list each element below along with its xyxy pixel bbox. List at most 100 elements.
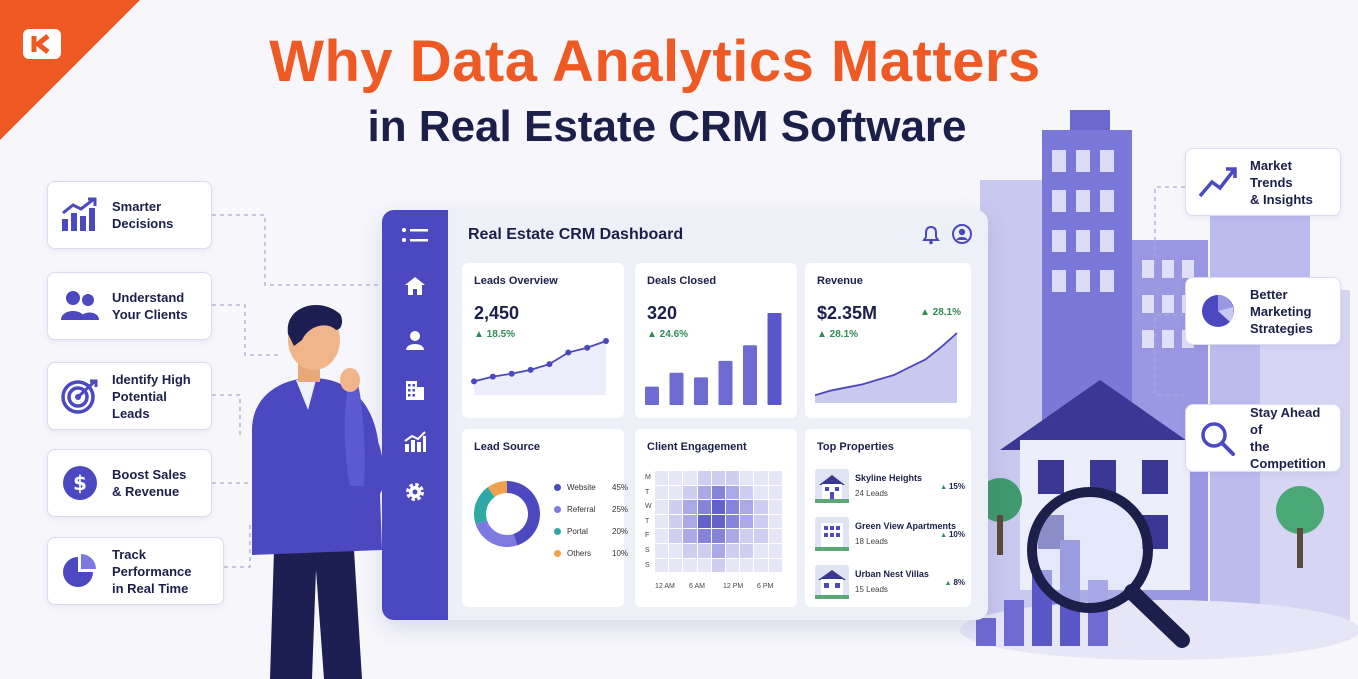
heatmap-day-label: W	[645, 503, 652, 511]
legend-label: Referral	[567, 505, 596, 514]
users-icon	[58, 286, 102, 326]
heatmap-cell	[768, 544, 782, 558]
heatmap-cell	[754, 485, 768, 500]
pie-chart-icon	[58, 551, 102, 591]
property-item[interactable]: Skyline Heights 24 Leads 15%	[815, 467, 965, 507]
deal-bar	[718, 360, 733, 405]
user-icon[interactable]	[401, 326, 429, 354]
deals-value: 320	[647, 303, 678, 323]
legend-item: Portal 20%	[554, 527, 628, 536]
heatmap-day-label: T	[645, 517, 650, 525]
heatmap-cell	[726, 544, 740, 558]
panel-title: Revenue	[817, 275, 863, 287]
feature-identify-leads: Identify High Potential Leads	[47, 362, 212, 430]
lead-source-donut	[474, 481, 540, 547]
legend-label: Others	[567, 549, 592, 558]
deal-bar	[694, 377, 708, 405]
heatmap-cell	[697, 544, 711, 558]
heatmap-cell	[740, 529, 754, 543]
heatmap-cell	[711, 529, 725, 543]
leads-line	[473, 340, 607, 383]
heatmap-cell	[669, 471, 683, 485]
legend-label: Portal	[567, 527, 588, 536]
pie-chart-icon	[1196, 291, 1240, 331]
legend-item: Others 10%	[554, 549, 628, 558]
revenue-panel: Revenue $2.35M ▲ 28.1% ▲ 28.1%	[805, 263, 971, 418]
heatmap-cell	[768, 500, 782, 514]
feature-label: Stay Ahead of the Competition	[1250, 405, 1326, 471]
heatmap-cell	[683, 558, 697, 573]
feature-label: Market Trends & Insights	[1250, 157, 1313, 207]
leads-point	[508, 370, 515, 377]
feature-label: Boost Sales & Revenue	[112, 467, 187, 499]
heatmap-cell	[711, 544, 725, 558]
heatmap-cell	[669, 544, 683, 558]
donut-slice	[475, 520, 518, 547]
donut-slice	[474, 487, 495, 525]
heatmap-cell	[697, 500, 711, 514]
building-icon[interactable]	[401, 376, 429, 404]
heatmap-cell	[740, 544, 754, 558]
dollar-icon: $	[58, 463, 102, 503]
property-item[interactable]: Urban Nest Villas 15 Leads 8%	[815, 563, 965, 603]
heatmap-cell	[726, 558, 740, 573]
feature-label: Smarter Decisions	[112, 199, 174, 231]
property-thumbnail	[815, 469, 849, 503]
menu-icon[interactable]	[401, 222, 429, 250]
heatmap-cell	[726, 529, 740, 543]
heatmap-cell	[683, 544, 697, 558]
heatmap-cell	[711, 558, 725, 573]
heatmap-cell	[697, 471, 711, 485]
heatmap-cell	[740, 558, 754, 573]
heatmap-cell	[754, 500, 768, 514]
heatmap-hour-label: 12 PM	[723, 583, 744, 591]
gear-icon[interactable]	[401, 478, 429, 506]
panel-title: Client Engagement	[647, 441, 747, 453]
leads-overview-panel: Leads Overview 2,450 ▲ 18.5%	[462, 263, 624, 418]
heatmap-cell	[697, 558, 711, 573]
leads-line-chart	[471, 338, 609, 395]
property-thumbnail	[815, 517, 849, 551]
feature-market-trends: Market Trends & Insights	[1185, 148, 1341, 216]
heatmap-cell	[655, 514, 669, 529]
heatmap-cell	[726, 471, 740, 485]
heatmap-cell	[726, 500, 740, 514]
legend-value: 20%	[612, 527, 629, 536]
heatmap-cell	[754, 514, 768, 529]
feature-label: Understand Your Clients	[112, 290, 188, 322]
bell-icon[interactable]	[922, 225, 940, 245]
heatmap-cell	[740, 485, 754, 500]
heatmap-hour-label: 6 AM	[689, 583, 705, 591]
leads-value: 2,450	[474, 303, 520, 323]
home-icon[interactable]	[401, 272, 429, 300]
legend-label: Website	[567, 483, 596, 492]
heatmap-cell	[697, 529, 711, 543]
donut-slice	[507, 481, 540, 546]
property-name: Skyline Heights	[855, 473, 923, 483]
heatmap-day-label: S	[645, 547, 650, 554]
feature-stay-ahead: Stay Ahead of the Competition	[1185, 404, 1341, 472]
dashboard-sidebar	[382, 210, 448, 620]
top-properties-panel: Top Properties Skyline Heights 24 Leads …	[805, 429, 971, 607]
target-icon	[58, 376, 102, 416]
corner-badge	[0, 0, 140, 140]
panel-title: Lead Source	[474, 441, 541, 453]
deal-bar	[669, 372, 684, 405]
heatmap-cell	[683, 514, 697, 529]
bar-chart-icon[interactable]	[401, 428, 429, 456]
heatmap-cell	[754, 544, 768, 558]
panel-title: Leads Overview	[474, 275, 558, 287]
legend-value: 10%	[612, 549, 629, 558]
connector-lines-right	[1154, 186, 1185, 396]
heatmap-day-label: T	[645, 488, 650, 496]
property-item[interactable]: Green View Apartments 18 Leads 10%	[815, 515, 965, 555]
heatmap-cell	[655, 500, 669, 514]
heatmap-cell	[768, 485, 782, 500]
legend-value: 25%	[612, 505, 629, 514]
deals-bar-chart	[645, 313, 782, 405]
heatmap-cell	[655, 544, 669, 558]
heatmap-day-label: M	[645, 474, 651, 481]
heatmap-cell	[711, 500, 725, 514]
heatmap-cell	[669, 500, 683, 514]
avatar-icon[interactable]	[952, 224, 972, 244]
